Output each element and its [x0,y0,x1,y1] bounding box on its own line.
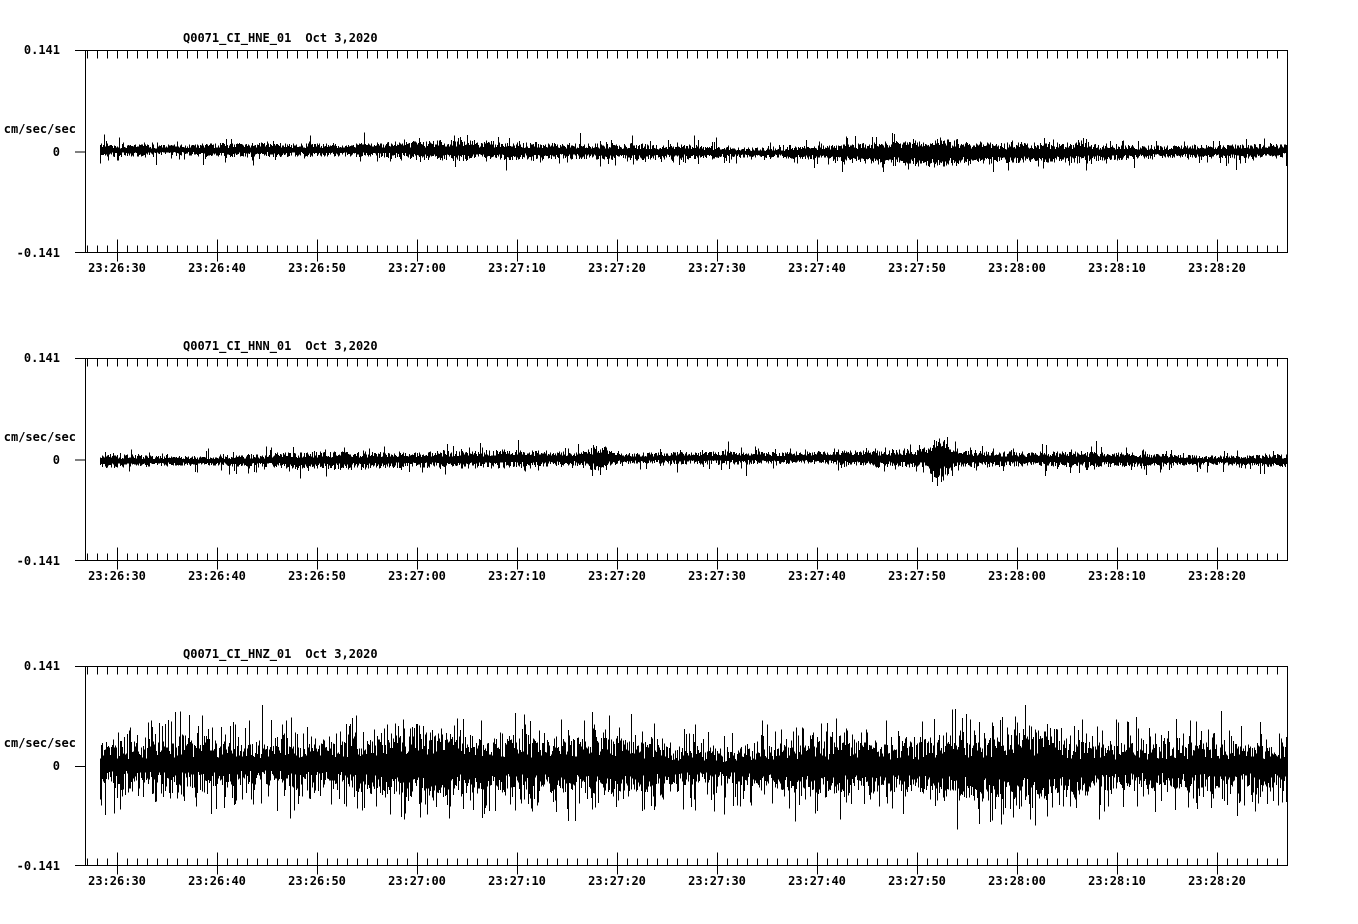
x-tick-labels-row: 23:26:30 23:26:40 23:26:50 23:27:00 23:27:10… [0,570,1358,586]
y-axis-units-label: cm/sec/sec [3,429,76,444]
x-tick-label: 23:28:10 [1088,874,1146,888]
y-tick-label-min: -0.141 [16,246,60,260]
x-tick-label: 23:28:20 [1188,261,1246,275]
x-tick-label: 23:27:30 [688,261,746,275]
x-tick-label: 23:27:20 [588,261,646,275]
y-tick-label-min: -0.141 [16,859,60,873]
x-tick-label: 23:26:50 [288,261,346,275]
station-id: Q0071_CI_HNE_01 [183,31,292,45]
x-tick-label: 23:26:40 [188,261,246,275]
y-tick-label-max: 0.141 [23,351,60,365]
seismogram-trace-svg [75,666,1288,875]
seismogram-trace-svg [75,358,1288,570]
plot-area [75,358,1289,571]
x-tick-label: 23:27:20 [588,569,646,583]
x-tick-label: 23:26:30 [88,261,146,275]
x-tick-label: 23:27:50 [888,569,946,583]
x-tick-label: 23:27:30 [688,874,746,888]
x-tick-label: 23:26:50 [288,874,346,888]
x-tick-label: 23:26:40 [188,569,246,583]
x-tick-label: 23:27:20 [588,874,646,888]
x-tick-label: 23:26:30 [88,569,146,583]
plot-area [75,50,1289,263]
x-tick-label: 23:27:50 [888,261,946,275]
x-tick-label: 23:26:50 [288,569,346,583]
x-tick-label: 23:28:00 [988,261,1046,275]
x-tick-label: 23:28:20 [1188,874,1246,888]
seismogram-panel-hne: Q0071_CI_HNE_01 Oct 3,2020 0.141 cm/sec/s… [0,28,1358,301]
plot-area [75,666,1289,876]
station-id: Q0071_CI_HNZ_01 [183,647,292,661]
x-tick-label: 23:27:40 [788,569,846,583]
date-label: Oct 3,2020 [305,339,378,353]
x-tick-label: 23:28:10 [1088,569,1146,583]
station-id: Q0071_CI_HNN_01 [183,339,292,353]
seismogram-trace-svg [75,50,1288,262]
x-tick-label: 23:27:00 [388,874,446,888]
y-tick-label-zero: 0 [52,452,60,467]
x-tick-label: 23:28:20 [1188,569,1246,583]
seismogram-panel-hnz: Q0071_CI_HNZ_01 Oct 3,2020 0.141 cm/sec/s… [0,644,1358,914]
panel-title: Q0071_CI_HNE_01 Oct 3,2020 [183,32,378,45]
x-tick-labels-row: 23:26:30 23:26:40 23:26:50 23:27:00 23:27:10… [0,875,1358,891]
x-tick-label: 23:27:10 [488,261,546,275]
x-tick-label: 23:28:10 [1088,261,1146,275]
x-tick-label: 23:27:10 [488,874,546,888]
panel-title: Q0071_CI_HNZ_01 Oct 3,2020 [183,648,378,661]
y-tick-label-min: -0.141 [16,554,60,568]
panel-title: Q0071_CI_HNN_01 Oct 3,2020 [183,340,378,353]
x-tick-label: 23:26:30 [88,874,146,888]
x-tick-labels-row: 23:26:30 23:26:40 23:26:50 23:27:00 23:27:10… [0,262,1358,278]
x-tick-label: 23:27:40 [788,261,846,275]
y-tick-label-zero: 0 [52,144,60,159]
y-tick-label-max: 0.141 [23,43,60,57]
seismogram-panel-hnn: Q0071_CI_HNN_01 Oct 3,2020 0.141 cm/sec/s… [0,336,1358,609]
y-axis-units-label: cm/sec/sec [3,736,76,750]
x-tick-label: 23:28:00 [988,569,1046,583]
y-tick-label-max: 0.141 [23,659,60,673]
x-tick-label: 23:27:00 [388,261,446,275]
x-tick-label: 23:27:30 [688,569,746,583]
x-tick-label: 23:27:40 [788,874,846,888]
y-axis-units-label: cm/sec/sec [3,121,76,136]
x-tick-label: 23:27:00 [388,569,446,583]
x-tick-label: 23:27:50 [888,874,946,888]
x-tick-label: 23:28:00 [988,874,1046,888]
x-tick-label: 23:26:40 [188,874,246,888]
date-label: Oct 3,2020 [305,647,378,661]
y-tick-label-zero: 0 [52,759,60,773]
date-label: Oct 3,2020 [305,31,378,45]
x-tick-label: 23:27:10 [488,569,546,583]
